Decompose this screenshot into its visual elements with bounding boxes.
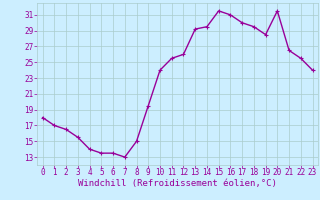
X-axis label: Windchill (Refroidissement éolien,°C): Windchill (Refroidissement éolien,°C) <box>78 179 277 188</box>
